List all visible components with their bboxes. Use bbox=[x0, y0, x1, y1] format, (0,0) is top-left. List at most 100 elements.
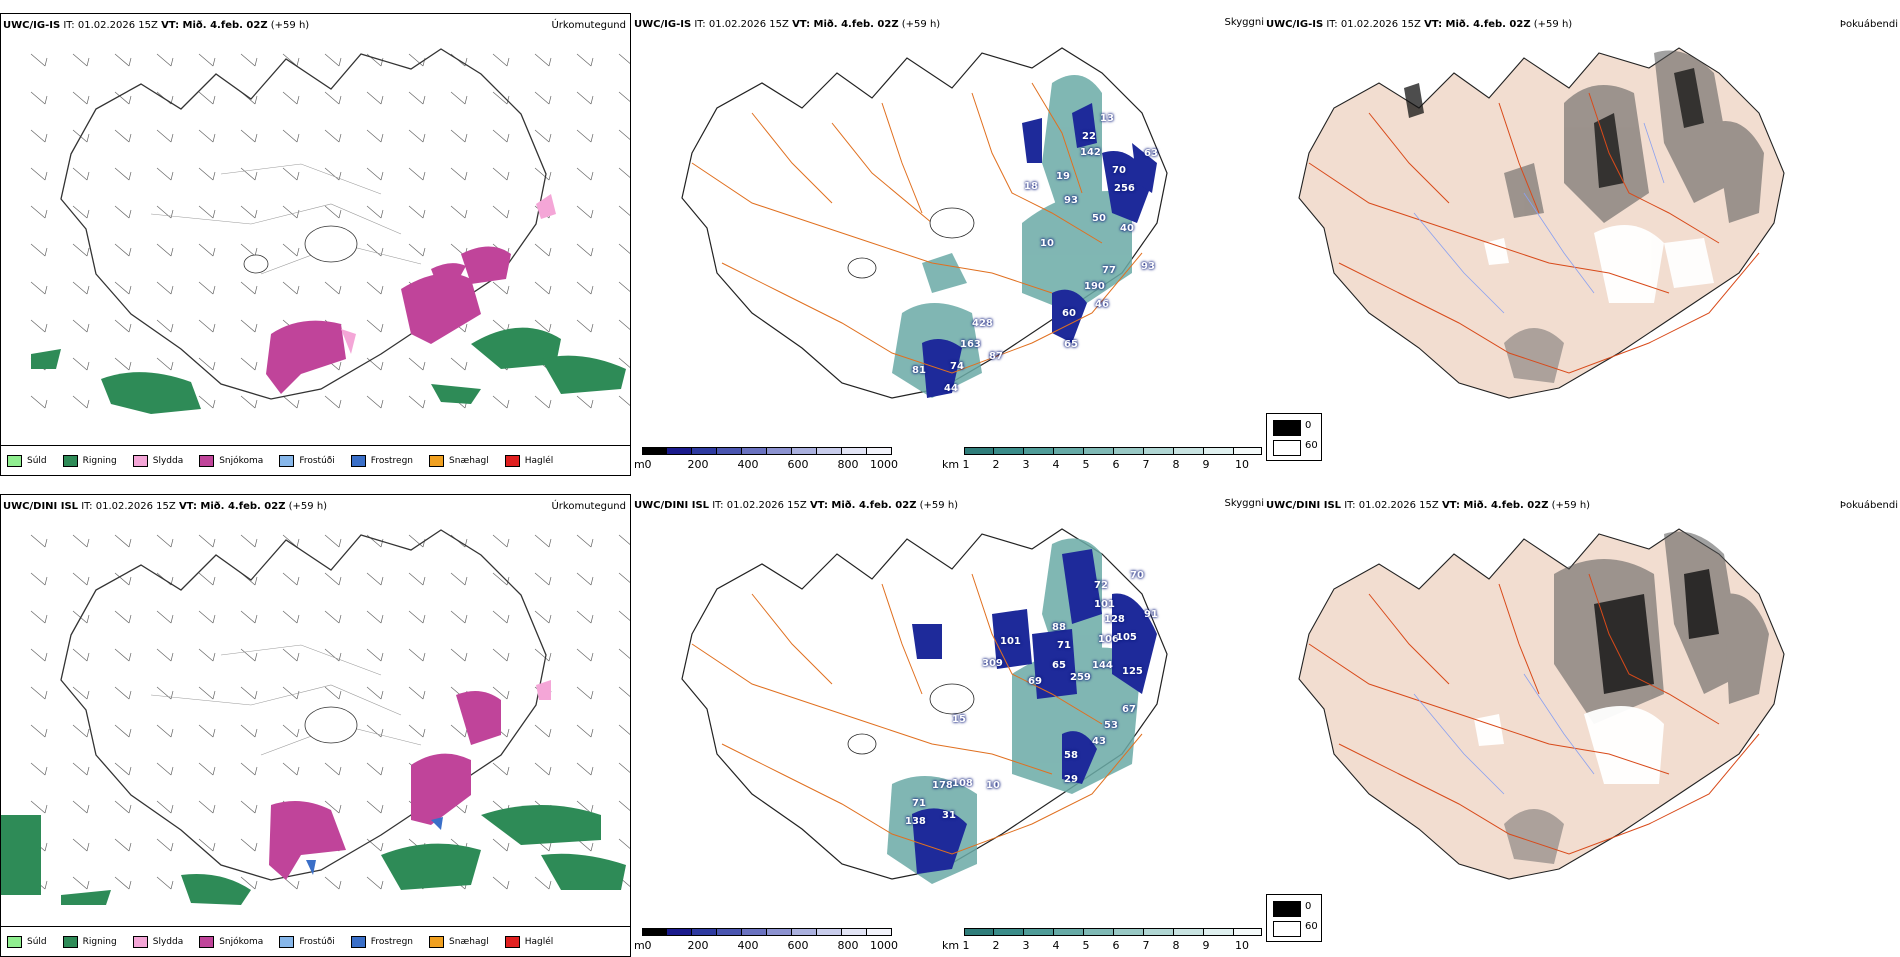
visibility-value: 101 bbox=[1094, 599, 1115, 610]
visibility-value: 53 bbox=[1104, 720, 1118, 731]
vis-bar-segment bbox=[1054, 447, 1084, 455]
precip-type-legend: Súld Rigning Slydda Snjókoma Frostúði Fr… bbox=[1, 926, 630, 956]
visibility-value: 63 bbox=[1144, 148, 1158, 159]
map-product-name: Skyggni bbox=[1224, 17, 1264, 28]
height-unit: m bbox=[634, 939, 645, 952]
visibility-value: 72 bbox=[1094, 580, 1108, 591]
height-bar-segment bbox=[867, 928, 892, 936]
visibility-value: 71 bbox=[1057, 640, 1071, 651]
visibility-value: 101 bbox=[1000, 636, 1021, 647]
visibility-value: 10 bbox=[1040, 238, 1054, 249]
vis-bar-segment bbox=[1114, 447, 1144, 455]
vis-bar-segment bbox=[1234, 447, 1262, 455]
legend-item: Haglél bbox=[504, 454, 553, 467]
fog-legend-light bbox=[1273, 921, 1301, 937]
map-product-name: Úrkomutegund bbox=[551, 501, 626, 512]
height-bar-segment bbox=[717, 928, 742, 936]
visibility-tick: 2 bbox=[992, 939, 1000, 952]
fog-index-map-bottom: UWC/DINI ISL IT: 01.02.2026 15Z VT: Mið.… bbox=[1264, 494, 1900, 957]
visibility-value: 13 bbox=[1100, 113, 1114, 124]
visibility-value: 144 bbox=[1092, 660, 1113, 671]
legend-item: Haglél bbox=[504, 935, 553, 948]
height-bar-segment bbox=[792, 928, 817, 936]
height-unit: m bbox=[634, 458, 645, 471]
map-header: UWC/DINI ISL IT: 01.02.2026 15Z VT: Mið.… bbox=[634, 500, 959, 511]
map-product-name: Þokuábendi bbox=[1839, 500, 1898, 511]
visibility-value: 40 bbox=[1120, 223, 1134, 234]
visibility-value: 77 bbox=[1102, 265, 1116, 276]
height-tick: 600 bbox=[787, 939, 809, 952]
visibility-value: 125 bbox=[1122, 666, 1143, 677]
height-bar-segment bbox=[692, 928, 717, 936]
visibility-value: 58 bbox=[1064, 750, 1078, 761]
visibility-unit: km bbox=[942, 939, 960, 952]
vis-bar-segment bbox=[964, 447, 994, 455]
visibility-value: 18 bbox=[1024, 181, 1038, 192]
legend-item: Rigning bbox=[62, 454, 117, 467]
visibility-tick: 3 bbox=[1022, 939, 1030, 952]
height-bar-segment bbox=[642, 447, 667, 455]
visibility-value: 178 bbox=[932, 780, 953, 791]
height-tick: 0 bbox=[644, 939, 652, 952]
visibility-value: 67 bbox=[1122, 704, 1136, 715]
visibility-value: 65 bbox=[1052, 660, 1066, 671]
visibility-value: 88 bbox=[1052, 622, 1066, 633]
visibility-value: 50 bbox=[1092, 213, 1106, 224]
visibility-map-bottom: UWC/DINI ISL IT: 01.02.2026 15Z VT: Mið.… bbox=[632, 494, 1264, 957]
map-product-name: Þokuábendi bbox=[1839, 19, 1898, 30]
height-bar-segment bbox=[742, 928, 767, 936]
precip-type-map-bottom: UWC/DINI ISL IT: 01.02.2026 15Z VT: Mið.… bbox=[0, 494, 631, 957]
vis-bar-segment bbox=[1204, 447, 1234, 455]
height-bar-segment bbox=[792, 447, 817, 455]
visibility-value: 70 bbox=[1112, 165, 1126, 176]
visibility-value: 81 bbox=[912, 365, 926, 376]
visibility-value: 87 bbox=[989, 351, 1003, 362]
vis-bar-segment bbox=[1024, 447, 1054, 455]
vis-bar-segment bbox=[1174, 928, 1204, 936]
height-tick: 0 bbox=[644, 458, 652, 471]
height-bar-segment bbox=[767, 447, 792, 455]
visibility-tick: 4 bbox=[1052, 458, 1060, 471]
visibility-value: 65 bbox=[1064, 339, 1078, 350]
map-product-name: Úrkomutegund bbox=[551, 20, 626, 31]
visibility-tick: 1 bbox=[962, 939, 970, 952]
fog-legend-dark-label: 0 bbox=[1305, 901, 1312, 912]
precip-type-map-top: UWC/IG-IS IT: 01.02.2026 15Z VT: Mið. 4.… bbox=[0, 13, 631, 476]
visibility-tick: 7 bbox=[1142, 458, 1150, 471]
fog-legend-dark-label: 0 bbox=[1305, 420, 1312, 431]
fog-legend-light-label: 60 bbox=[1305, 921, 1318, 932]
map-header: UWC/DINI ISL IT: 01.02.2026 15Z VT: Mið.… bbox=[3, 501, 328, 512]
legend-item: Snæhagl bbox=[429, 454, 489, 467]
iceland-visibility-map bbox=[681, 47, 1168, 399]
visibility-map-top: UWC/IG-IS IT: 01.02.2026 15Z VT: Mið. 4.… bbox=[632, 13, 1264, 476]
height-tick: 800 bbox=[837, 458, 859, 471]
legend-item: Snjókoma bbox=[199, 454, 263, 467]
visibility-value: 256 bbox=[1114, 183, 1135, 194]
vis-bar-segment bbox=[1114, 928, 1144, 936]
vis-bar-segment bbox=[994, 928, 1024, 936]
visibility-value: 43 bbox=[1092, 736, 1106, 747]
vis-bar-segment bbox=[964, 928, 994, 936]
legend-item: Slydda bbox=[132, 454, 183, 467]
fog-legend: 0 60 bbox=[1266, 413, 1322, 461]
height-bar-segment bbox=[767, 928, 792, 936]
visibility-value: 22 bbox=[1082, 131, 1096, 142]
height-bar-segment bbox=[842, 928, 867, 936]
fog-legend-light-label: 60 bbox=[1305, 440, 1318, 451]
visibility-value: 29 bbox=[1064, 774, 1078, 785]
visibility-value: 190 bbox=[1084, 281, 1105, 292]
legend-item: Frostregn bbox=[350, 454, 413, 467]
legend-item: Súld bbox=[7, 935, 47, 948]
visibility-value: 74 bbox=[950, 361, 964, 372]
visibility-value: 106 bbox=[1098, 634, 1119, 645]
visibility-value: 31 bbox=[942, 810, 956, 821]
visibility-tick: 2 bbox=[992, 458, 1000, 471]
legend-item: Súld bbox=[7, 454, 47, 467]
map-header: UWC/DINI ISL IT: 01.02.2026 15Z VT: Mið.… bbox=[1266, 500, 1591, 511]
visibility-tick: 1 bbox=[962, 458, 970, 471]
height-bar-segment bbox=[667, 928, 692, 936]
visibility-tick: 8 bbox=[1172, 458, 1180, 471]
height-tick: 800 bbox=[837, 939, 859, 952]
height-bar-segment bbox=[842, 447, 867, 455]
visibility-tick: 3 bbox=[1022, 458, 1030, 471]
